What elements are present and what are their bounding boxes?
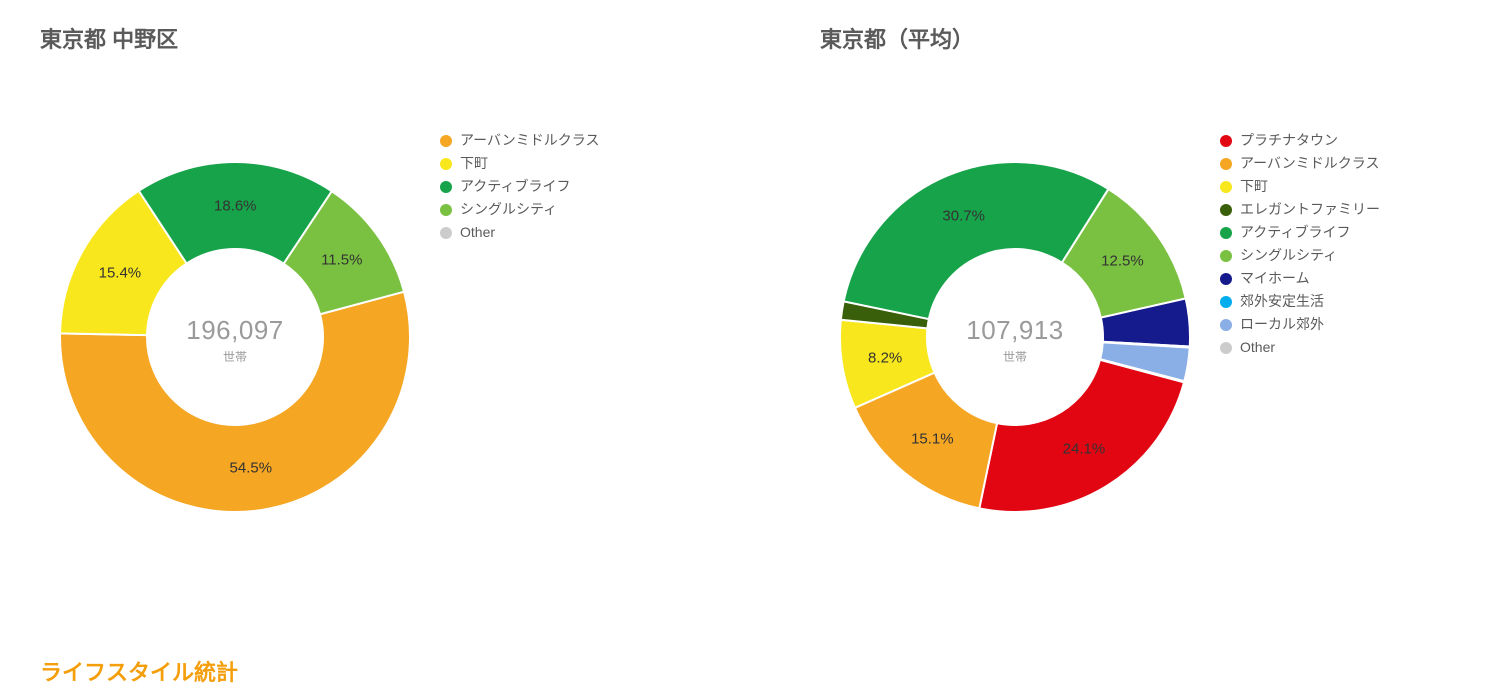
legend-swatch	[1220, 204, 1232, 216]
legend-label: Other	[1240, 337, 1275, 358]
legend-item: アクティブライフ	[1220, 222, 1460, 243]
section-title-lifestyle: ライフスタイル統計	[40, 655, 238, 687]
legend-item: 下町	[1220, 176, 1460, 197]
legend-swatch	[1220, 158, 1232, 170]
slice-pct-label: 54.5%	[230, 459, 273, 476]
legend-item: アーバンミドルクラス	[440, 130, 650, 151]
panel-title-right: 東京都（平均）	[820, 22, 1470, 54]
legend-swatch	[440, 135, 452, 147]
slice	[844, 162, 1109, 319]
donut-chart-left: 54.5%15.4%18.6%11.5%196,097世帯	[40, 142, 430, 537]
donut-svg	[820, 142, 1210, 532]
legend-label: アクティブライフ	[460, 176, 570, 197]
legend-swatch	[440, 181, 452, 193]
legend-label: マイホーム	[1240, 268, 1310, 289]
legend-label: エレガントファミリー	[1240, 199, 1380, 220]
donut-chart-right: 24.1%15.1%8.2%30.7%12.5%107,913世帯	[820, 142, 1210, 537]
slice-pct-label: 18.6%	[214, 197, 257, 214]
slice-pct-label: 30.7%	[942, 207, 985, 224]
legend-swatch	[1220, 250, 1232, 262]
legend-item: Other	[1220, 337, 1460, 358]
legend-item: シングルシティ	[1220, 245, 1460, 266]
legend-swatch	[440, 227, 452, 239]
legend-label: 郊外安定生活	[1240, 291, 1324, 312]
legend-item: アクティブライフ	[440, 176, 650, 197]
legend-item: 下町	[440, 153, 650, 174]
legend-swatch	[1220, 273, 1232, 285]
legend-label: 下町	[460, 153, 488, 174]
slice-pct-label: 15.1%	[911, 431, 954, 448]
legend-swatch	[1220, 135, 1232, 147]
slice-pct-label: 15.4%	[99, 265, 142, 282]
legend-swatch	[1220, 319, 1232, 331]
legend-label: 下町	[1240, 176, 1268, 197]
legend-item: マイホーム	[1220, 268, 1460, 289]
legend-label: Other	[460, 222, 495, 243]
legend-swatch	[1220, 227, 1232, 239]
slice	[979, 360, 1184, 512]
legend-swatch	[440, 158, 452, 170]
legend-label: プラチナタウン	[1240, 130, 1338, 151]
legend-item: Other	[440, 222, 650, 243]
slice-pct-label: 8.2%	[868, 349, 902, 366]
legend-item: 郊外安定生活	[1220, 291, 1460, 312]
legend-right: プラチナタウンアーバンミドルクラス下町エレガントファミリーアクティブライフシング…	[1220, 130, 1460, 360]
legend-swatch	[1220, 181, 1232, 193]
legend-swatch	[1220, 342, 1232, 354]
slice-pct-label: 11.5%	[321, 252, 362, 269]
slice-pct-label: 12.5%	[1101, 253, 1144, 270]
legend-label: シングルシティ	[1240, 245, 1337, 266]
legend-label: アーバンミドルクラス	[460, 130, 599, 151]
legend-left: アーバンミドルクラス下町アクティブライフシングルシティOther	[440, 130, 650, 245]
legend-label: ローカル郊外	[1240, 314, 1324, 335]
legend-item: プラチナタウン	[1220, 130, 1460, 151]
legend-item: エレガントファミリー	[1220, 199, 1460, 220]
panel-title-left: 東京都 中野区	[40, 22, 740, 54]
legend-label: アーバンミドルクラス	[1240, 153, 1379, 174]
legend-label: アクティブライフ	[1240, 222, 1350, 243]
legend-item: ローカル郊外	[1220, 314, 1460, 335]
legend-item: シングルシティ	[440, 199, 650, 220]
slice-pct-label: 24.1%	[1063, 440, 1106, 457]
legend-swatch	[440, 204, 452, 216]
legend-label: シングルシティ	[460, 199, 557, 220]
legend-item: アーバンミドルクラス	[1220, 153, 1460, 174]
panel-nakano: 東京都 中野区 54.5%15.4%18.6%11.5%196,097世帯	[40, 0, 740, 562]
legend-swatch	[1220, 296, 1232, 308]
